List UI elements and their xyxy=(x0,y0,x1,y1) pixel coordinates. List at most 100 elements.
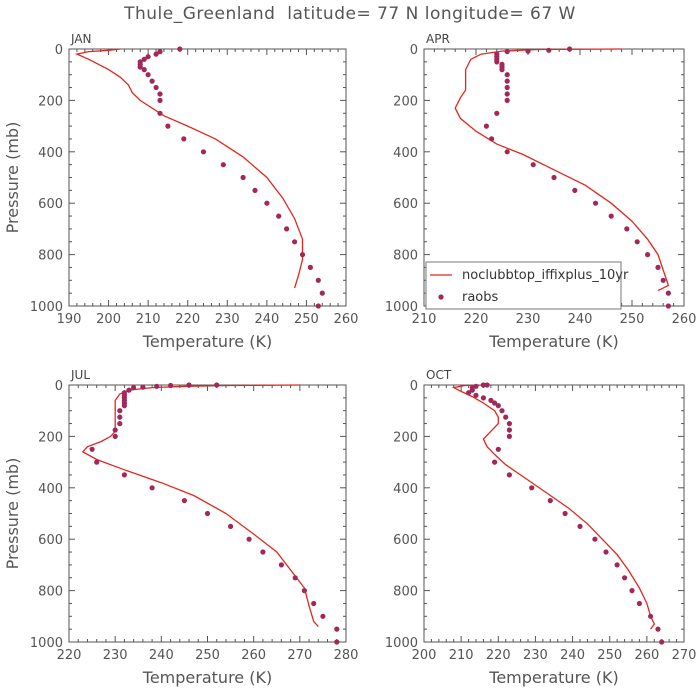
x-tick-label: 220 xyxy=(486,648,511,663)
obs-point xyxy=(186,382,192,388)
obs-point xyxy=(636,600,643,607)
obs-point xyxy=(577,523,583,530)
x-tick-label: 200 xyxy=(412,648,437,663)
legend-model-label: noclubbtop_iffixplus_10yr xyxy=(462,268,629,283)
x-tick-label: 230 xyxy=(516,312,541,327)
y-tick-label: 200 xyxy=(38,94,63,109)
obs-point xyxy=(299,252,306,258)
obs-point xyxy=(121,403,127,409)
obs-point xyxy=(506,427,512,433)
obs-point xyxy=(278,562,284,568)
panel-label: JUL xyxy=(70,368,90,382)
x-tick-label: 240 xyxy=(254,312,279,327)
panel-label: APR xyxy=(426,32,450,46)
obs-point xyxy=(499,408,505,414)
obs-point xyxy=(484,382,490,388)
obs-point xyxy=(645,252,651,258)
obs-point xyxy=(89,446,95,452)
y-tick-label: 1000 xyxy=(30,636,63,651)
obs-point xyxy=(112,433,118,439)
obs-point xyxy=(154,383,160,389)
obs-point xyxy=(240,174,246,181)
x-tick-label: 250 xyxy=(597,648,622,663)
obs-point xyxy=(157,91,163,97)
obs-point xyxy=(504,97,510,103)
obs-point xyxy=(489,136,495,142)
x-tick-label: 260 xyxy=(634,648,659,663)
obs-point xyxy=(499,67,505,73)
obs-point xyxy=(551,174,557,181)
plot-frame xyxy=(68,48,347,307)
x-axis-title: Temperature (K) xyxy=(488,668,618,687)
obs-point xyxy=(608,213,614,219)
obs-point xyxy=(494,110,500,116)
obs-point xyxy=(276,213,282,219)
obs-point xyxy=(614,562,620,568)
obs-point xyxy=(320,613,326,619)
obs-point xyxy=(629,588,635,594)
obs-point xyxy=(181,498,187,504)
obs-point xyxy=(165,123,171,129)
obs-point xyxy=(504,49,510,55)
obs-point xyxy=(495,446,501,452)
obs-point xyxy=(117,421,123,427)
y-tick-label: 800 xyxy=(393,585,418,600)
obs-point xyxy=(153,51,159,57)
obs-point xyxy=(634,239,640,245)
obs-point xyxy=(655,264,661,270)
y-tick-label: 800 xyxy=(38,585,63,600)
y-tick-label: 1000 xyxy=(385,636,418,651)
obs-point xyxy=(319,290,325,296)
obs-point xyxy=(121,472,127,478)
obs-point xyxy=(504,72,510,78)
obs-point xyxy=(624,226,630,232)
obs-point xyxy=(665,303,672,309)
obs-point xyxy=(149,485,155,491)
legend-box xyxy=(425,261,622,310)
obs-point xyxy=(157,110,163,116)
x-tick-label: 270 xyxy=(287,648,312,663)
obs-point xyxy=(593,200,599,206)
obs-point xyxy=(307,264,313,270)
y-tick-label: 200 xyxy=(393,94,418,109)
obs-point xyxy=(149,78,155,84)
obs-point xyxy=(246,536,252,542)
obs-point xyxy=(168,382,174,389)
x-axis-title: Temperature (K) xyxy=(142,332,272,351)
y-tick-label: 200 xyxy=(393,430,418,445)
obs-point xyxy=(603,549,609,555)
x-tick-label: 210 xyxy=(449,648,474,663)
obs-point xyxy=(94,459,100,465)
model-line xyxy=(454,48,670,292)
obs-point xyxy=(126,387,132,393)
obs-point xyxy=(112,427,118,433)
x-tick-label: 210 xyxy=(136,312,161,327)
x-tick-label: 220 xyxy=(57,648,82,663)
x-tick-label: 260 xyxy=(334,312,359,327)
obs-point xyxy=(480,382,486,388)
y-tick-label: 0 xyxy=(410,43,418,58)
obs-point xyxy=(504,78,510,84)
obs-point xyxy=(311,600,317,607)
x-tick-label: 260 xyxy=(241,648,266,663)
obs-point xyxy=(488,397,494,403)
x-tick-label: 230 xyxy=(215,312,240,327)
y-tick-label: 1000 xyxy=(30,300,63,315)
obs-point xyxy=(665,290,672,296)
obs-point xyxy=(334,626,340,632)
x-tick-label: 250 xyxy=(620,312,645,327)
y-tick-label: 400 xyxy=(38,482,63,497)
obs-point xyxy=(506,421,512,427)
y-axis-title: Pressure (mb) xyxy=(3,122,22,234)
y-tick-label: 600 xyxy=(38,197,63,212)
x-tick-label: 220 xyxy=(175,312,200,327)
obs-point xyxy=(506,472,512,478)
obs-point xyxy=(252,187,258,193)
obs-point xyxy=(260,549,266,555)
obs-point xyxy=(145,72,151,78)
obs-point xyxy=(473,392,479,398)
x-tick-label: 250 xyxy=(294,312,319,327)
obs-point xyxy=(117,408,123,414)
y-axis-title: Pressure (mb) xyxy=(3,458,22,570)
